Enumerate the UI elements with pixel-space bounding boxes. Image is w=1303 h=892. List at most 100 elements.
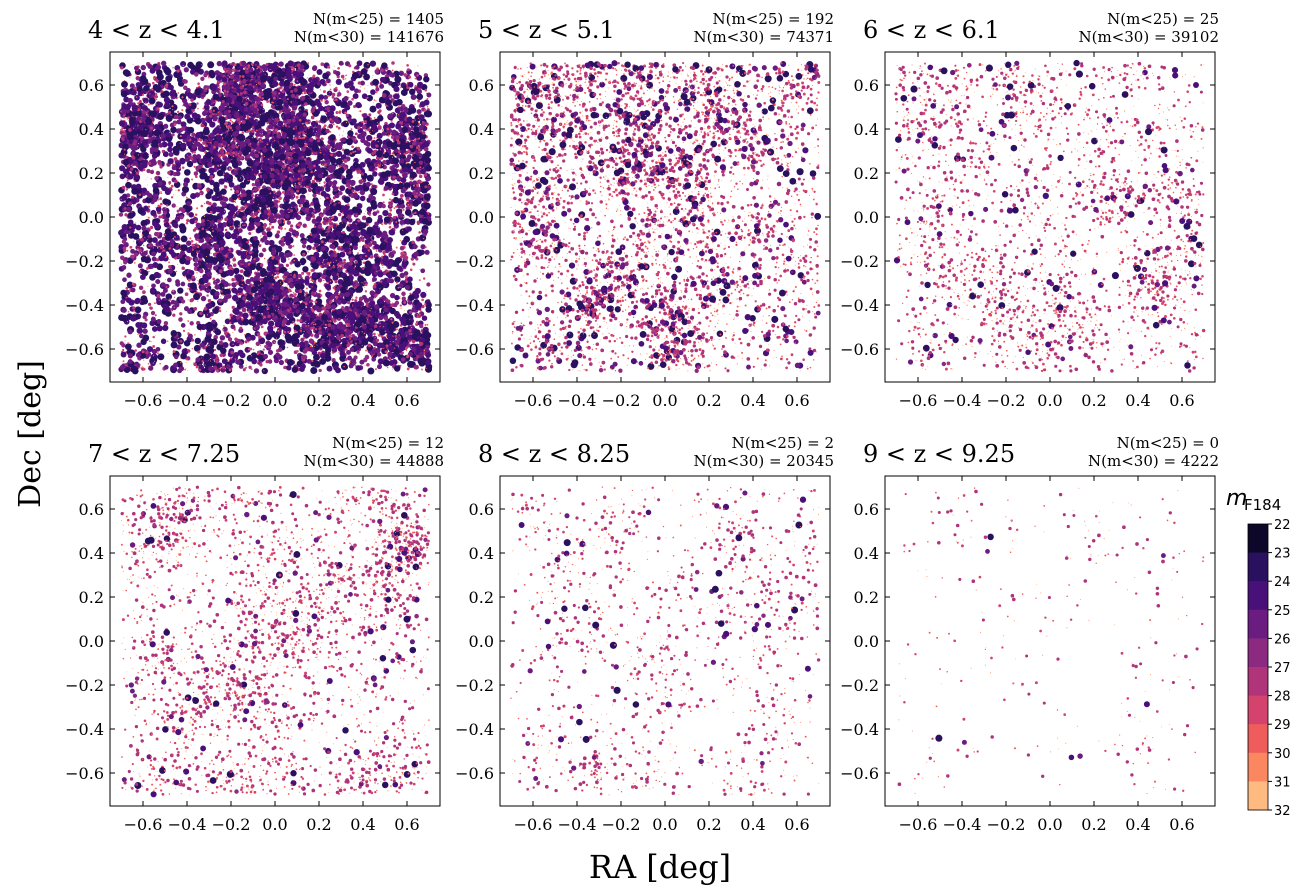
- data-point: [388, 225, 392, 229]
- data-point: [399, 220, 405, 225]
- panels: −0.6 −0.4 −0.2 0.0 0.2 0.4 0.60.60.40.20.0−0.2…: [65, 10, 1219, 834]
- data-point: [359, 246, 361, 248]
- data-point: [124, 213, 128, 217]
- data-point: [422, 277, 426, 280]
- data-point: [168, 152, 174, 157]
- data-point: [120, 255, 125, 261]
- data-point: [307, 325, 310, 327]
- data-point: [197, 138, 200, 141]
- data-point: [191, 338, 195, 342]
- data-point: [357, 275, 365, 283]
- data-point: [191, 152, 194, 155]
- data-point: [256, 138, 259, 140]
- data-point: [377, 208, 379, 210]
- data-point: [203, 338, 205, 340]
- data-point: [407, 139, 408, 141]
- data-point: [238, 343, 240, 345]
- data-point: [200, 204, 204, 208]
- data-point: [277, 276, 280, 279]
- data-point: [389, 292, 396, 299]
- data-point: [243, 360, 245, 362]
- data-point: [147, 254, 150, 257]
- data-point: [334, 214, 336, 216]
- data-point: [260, 235, 262, 237]
- data-point: [393, 207, 396, 209]
- data-point: [311, 360, 314, 362]
- data-point: [364, 364, 366, 367]
- data-point: [337, 66, 340, 70]
- data-point: [312, 193, 317, 198]
- data-point: [124, 340, 126, 342]
- data-point: [335, 285, 337, 287]
- data-point: [309, 346, 315, 353]
- data-point: [351, 97, 354, 101]
- data-point: [177, 92, 180, 94]
- data-point: [231, 287, 238, 294]
- data-point: [143, 244, 145, 247]
- data-point: [259, 139, 262, 142]
- data-point: [415, 146, 419, 150]
- data-point: [351, 335, 353, 337]
- data-point: [281, 90, 285, 94]
- data-point: [160, 291, 166, 297]
- data-point: [351, 145, 354, 149]
- data-point: [177, 287, 184, 294]
- data-point: [185, 368, 187, 369]
- data-point: [373, 100, 376, 102]
- data-point: [259, 344, 262, 346]
- data-point: [377, 358, 384, 365]
- data-point: [194, 175, 198, 179]
- data-point: [391, 152, 394, 155]
- data-point: [154, 244, 156, 246]
- data-point: [150, 178, 152, 180]
- data-point: [123, 273, 125, 275]
- data-point: [339, 185, 346, 192]
- data-point: [372, 75, 374, 77]
- data-point: [411, 94, 417, 100]
- data-point: [189, 303, 191, 305]
- data-point: [264, 299, 266, 300]
- data-point: [163, 234, 165, 236]
- data-point: [147, 285, 149, 287]
- data-point: [353, 161, 355, 162]
- data-point: [313, 353, 320, 361]
- data-point: [360, 153, 362, 155]
- data-point: [368, 170, 370, 172]
- data-point: [347, 224, 349, 226]
- data-point: [200, 276, 202, 277]
- data-point: [147, 239, 149, 241]
- data-point: [194, 213, 198, 216]
- data-point: [159, 202, 163, 206]
- data-point: [311, 179, 313, 181]
- data-point: [336, 299, 343, 305]
- data-point: [417, 99, 420, 103]
- data-point: [426, 97, 429, 100]
- data-point: [354, 191, 356, 193]
- data-point: [366, 96, 369, 99]
- data-point: [326, 365, 333, 372]
- data-point: [358, 110, 360, 112]
- data-point: [185, 196, 188, 199]
- data-point: [232, 343, 234, 346]
- data-point: [245, 130, 248, 133]
- data-point: [409, 304, 411, 306]
- data-point: [201, 64, 203, 66]
- data-point: [269, 225, 271, 227]
- data-point: [247, 224, 249, 226]
- data-point: [423, 267, 425, 269]
- data-point: [148, 365, 154, 371]
- data-point: [378, 320, 381, 323]
- data-point: [175, 189, 177, 191]
- data-point: [148, 242, 154, 248]
- data-point: [220, 277, 223, 280]
- data-point: [305, 144, 308, 147]
- data-point: [410, 178, 413, 181]
- data-point: [320, 282, 322, 284]
- data-point: [278, 196, 282, 200]
- data-point: [266, 231, 273, 238]
- data-point: [261, 367, 268, 375]
- data-point: [134, 306, 142, 314]
- data-point: [302, 266, 309, 273]
- data-point: [342, 130, 344, 132]
